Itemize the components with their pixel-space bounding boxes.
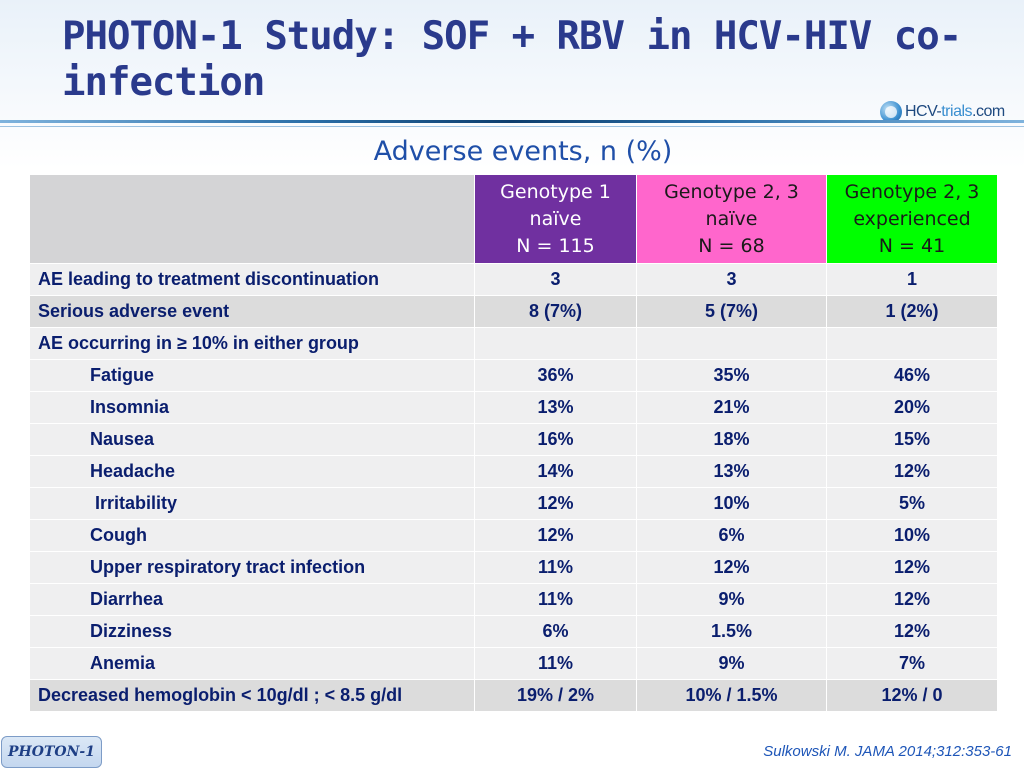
table-row: Upper respiratory tract infection 11% 12… <box>29 551 998 584</box>
row-label: Decreased hemoglobin < 10g/dl ; < 8.5 g/… <box>29 679 475 712</box>
logo-globe-icon <box>880 101 902 123</box>
row-value: 36% <box>474 359 637 392</box>
table-row: Anemia 11% 9% 7% <box>29 647 998 680</box>
row-value: 1.5% <box>636 615 827 648</box>
table-row: AE leading to treatment discontinuation … <box>29 263 998 296</box>
table-header-row: Genotype 1 naïve N = 115 Genotype 2, 3 naïv… <box>29 174 998 264</box>
table-subtitle: Adverse events, n (%) <box>373 136 673 167</box>
header-genotype23-experienced: Genotype 2, 3 experienced N = 41 <box>826 174 998 264</box>
logo-text: HCV-trials.com <box>905 103 1005 120</box>
row-value: 12% / 0 <box>826 679 998 712</box>
hcv-trials-logo: HCV-trials.com <box>880 98 1005 126</box>
header-genotype23-naive: Genotype 2, 3 naïve N = 68 <box>636 174 827 264</box>
row-value: 13% <box>636 455 827 488</box>
row-value: 12% <box>474 487 637 520</box>
row-value: 9% <box>636 647 827 680</box>
citation: Sulkowski M. JAMA 2014;312:353-61 <box>763 743 1012 760</box>
adverse-events-table: Genotype 1 naïve N = 115 Genotype 2, 3 naïv… <box>29 174 998 712</box>
row-value: 12% <box>826 583 998 616</box>
table-row: Fatigue 36% 35% 46% <box>29 359 998 392</box>
row-value: 20% <box>826 391 998 424</box>
row-value: 1 <box>826 263 998 296</box>
row-value: 6% <box>474 615 637 648</box>
row-value: 7% <box>826 647 998 680</box>
row-value: 1 (2%) <box>826 295 998 328</box>
row-value: 11% <box>474 551 637 584</box>
table-row: Nausea 16% 18% 15% <box>29 423 998 456</box>
row-value: 12% <box>826 455 998 488</box>
table-row: Irritability 12% 10% 5% <box>29 487 998 520</box>
row-value: 12% <box>474 519 637 552</box>
table-row: Diarrhea 11% 9% 12% <box>29 583 998 616</box>
row-label: AE leading to treatment discontinuation <box>29 263 475 296</box>
row-value: 46% <box>826 359 998 392</box>
slide-title: PHOTON-1 Study: SOF + RBV in HCV-HIV co-… <box>62 14 962 105</box>
row-value <box>474 327 637 360</box>
row-label: Diarrhea <box>29 583 475 616</box>
header-divider-thin <box>0 126 1024 127</box>
row-value: 10% <box>636 487 827 520</box>
table-row: Cough 12% 6% 10% <box>29 519 998 552</box>
row-value: 16% <box>474 423 637 456</box>
row-label: Upper respiratory tract infection <box>29 551 475 584</box>
row-label: AE occurring in ≥ 10% in either group <box>29 327 475 360</box>
row-label: Irritability <box>29 487 475 520</box>
row-value: 12% <box>826 551 998 584</box>
row-value: 13% <box>474 391 637 424</box>
row-value: 9% <box>636 583 827 616</box>
row-label: Dizziness <box>29 615 475 648</box>
row-label: Insomnia <box>29 391 475 424</box>
row-value: 10% / 1.5% <box>636 679 827 712</box>
table-row: Decreased hemoglobin < 10g/dl ; < 8.5 g/… <box>29 679 998 712</box>
row-label: Headache <box>29 455 475 488</box>
row-value: 15% <box>826 423 998 456</box>
table-row: Insomnia 13% 21% 20% <box>29 391 998 424</box>
row-value: 11% <box>474 647 637 680</box>
row-value: 3 <box>636 263 827 296</box>
row-value: 14% <box>474 455 637 488</box>
header-genotype1-naive: Genotype 1 naïve N = 115 <box>474 174 637 264</box>
table-row: Dizziness 6% 1.5% 12% <box>29 615 998 648</box>
row-value <box>636 327 827 360</box>
table-row: Headache 14% 13% 12% <box>29 455 998 488</box>
row-value: 5% <box>826 487 998 520</box>
row-label: Anemia <box>29 647 475 680</box>
row-label: Fatigue <box>29 359 475 392</box>
study-tag: PHOTON-1 <box>1 736 102 768</box>
row-value: 19% / 2% <box>474 679 637 712</box>
header-blank-cell <box>29 174 475 264</box>
row-value: 18% <box>636 423 827 456</box>
row-label: Cough <box>29 519 475 552</box>
row-value <box>826 327 998 360</box>
row-value: 5 (7%) <box>636 295 827 328</box>
table-row: AE occurring in ≥ 10% in either group <box>29 327 998 360</box>
row-value: 12% <box>636 551 827 584</box>
row-value: 21% <box>636 391 827 424</box>
row-value: 11% <box>474 583 637 616</box>
table-row: Serious adverse event 8 (7%) 5 (7%) 1 (2… <box>29 295 998 328</box>
row-label: Serious adverse event <box>29 295 475 328</box>
row-value: 35% <box>636 359 827 392</box>
row-value: 3 <box>474 263 637 296</box>
row-value: 8 (7%) <box>474 295 637 328</box>
row-value: 12% <box>826 615 998 648</box>
row-value: 10% <box>826 519 998 552</box>
row-value: 6% <box>636 519 827 552</box>
header-divider <box>0 120 1024 123</box>
row-label: Nausea <box>29 423 475 456</box>
